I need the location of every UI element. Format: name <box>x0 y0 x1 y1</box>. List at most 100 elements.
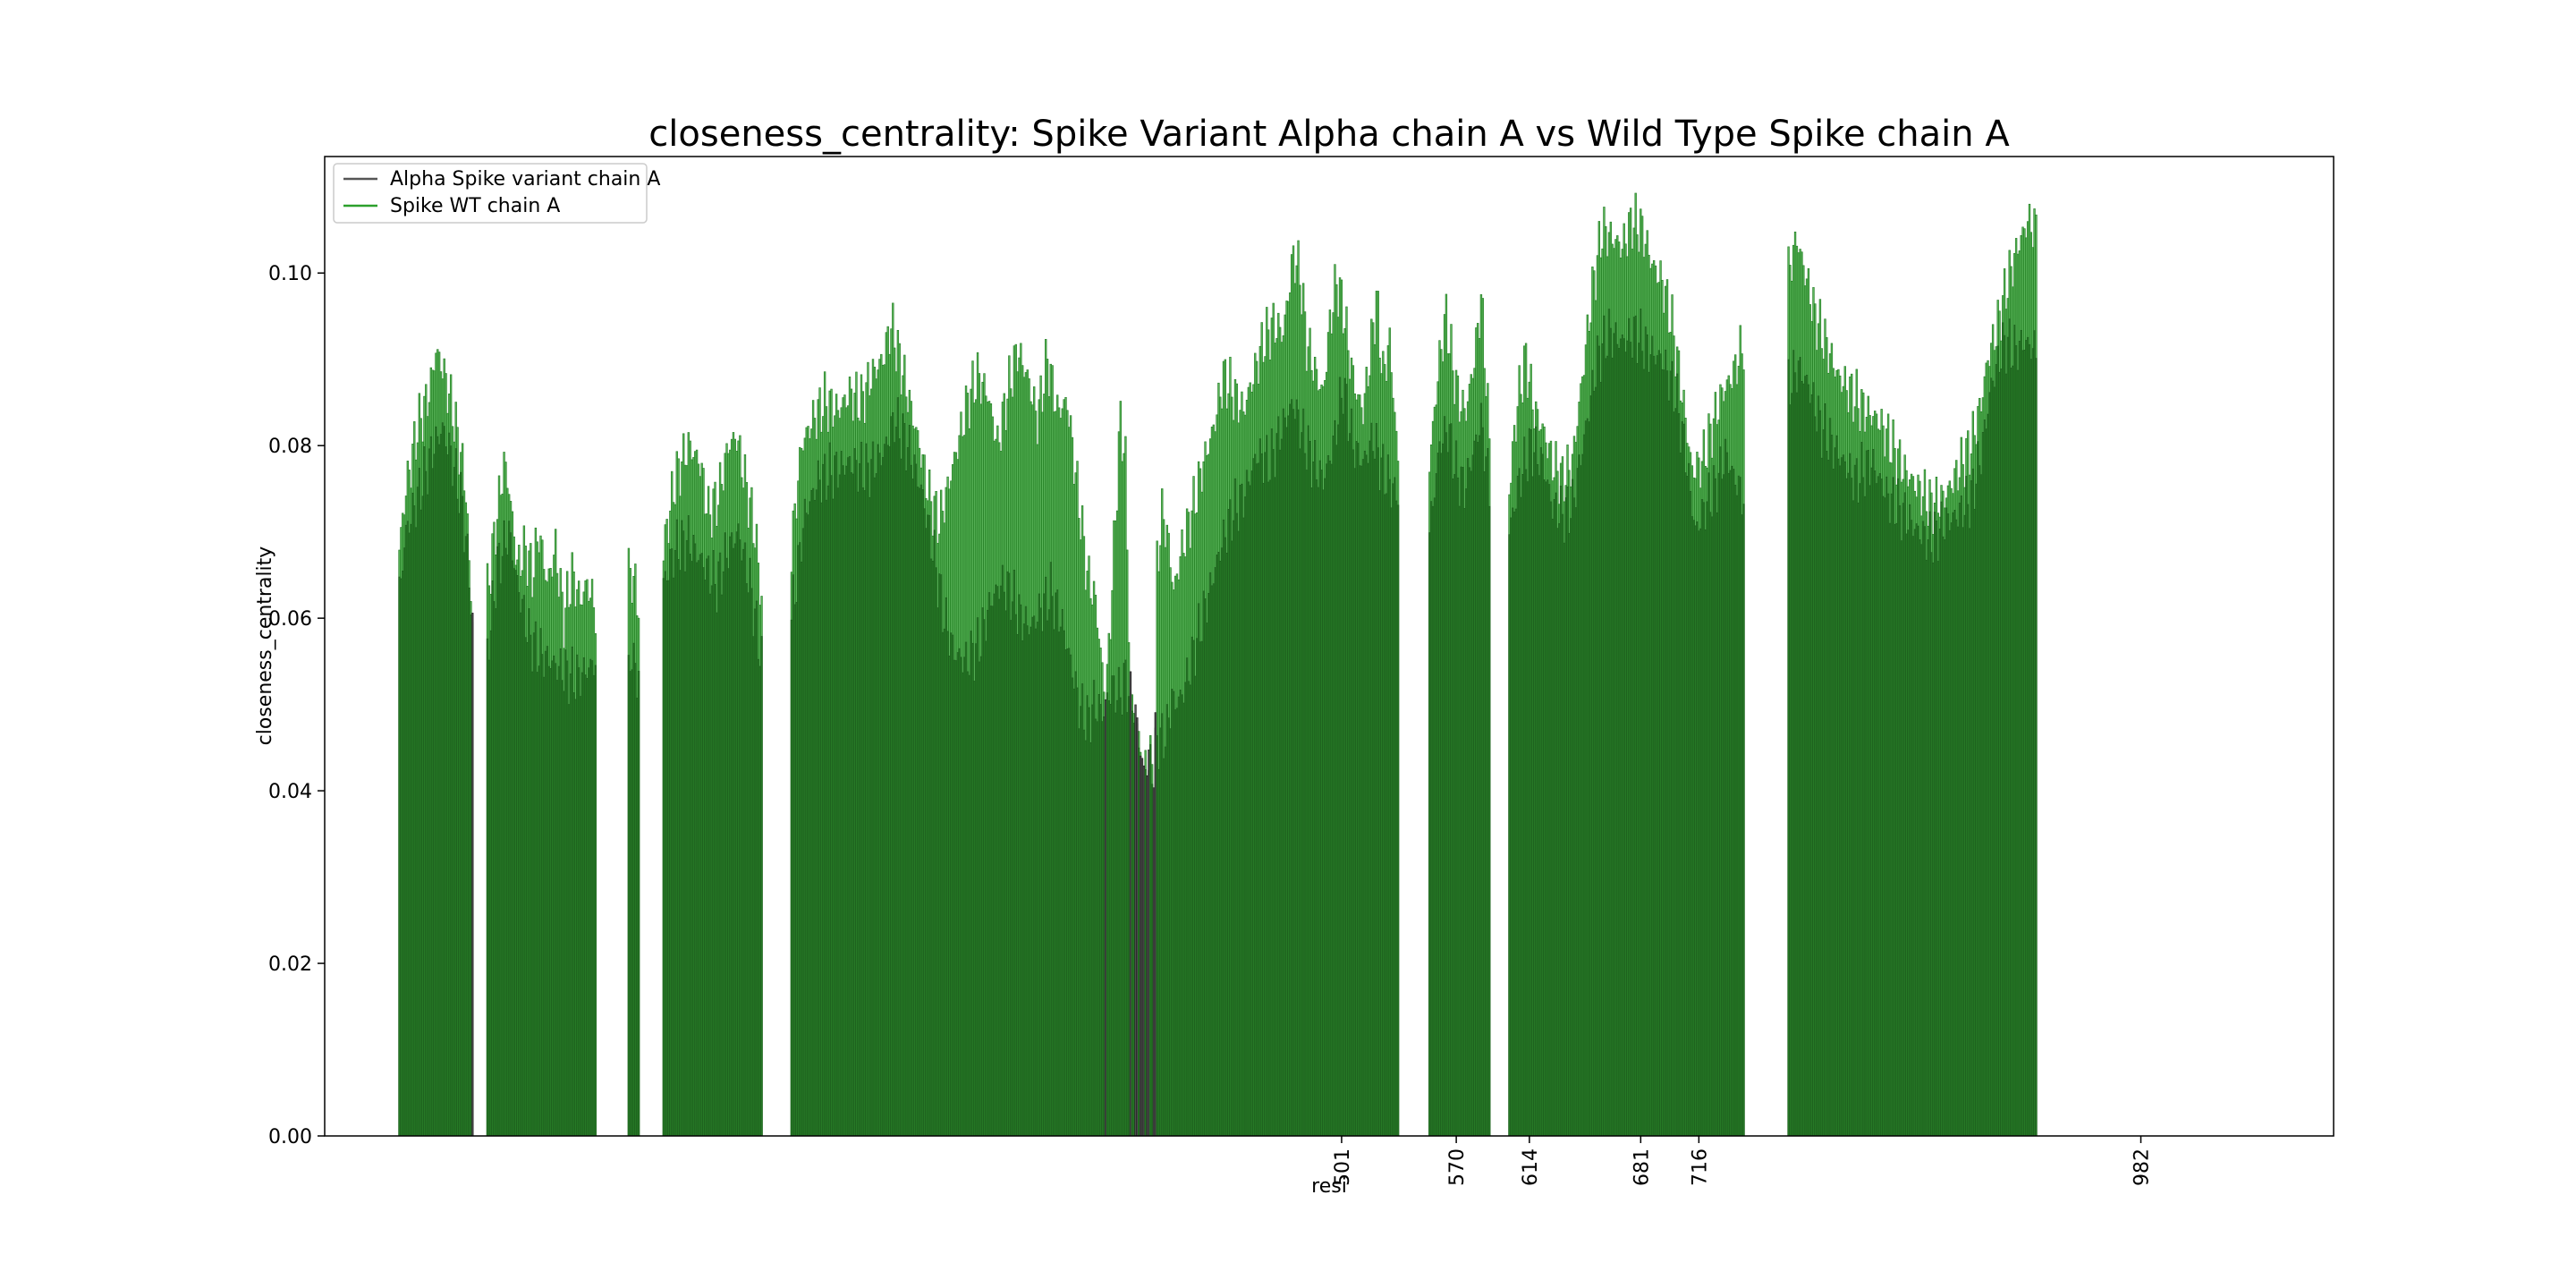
alpha-bar <box>491 580 494 1137</box>
alpha-bar <box>1971 468 1974 1137</box>
alpha-bar <box>1338 377 1342 1137</box>
alpha-bar <box>1920 544 1923 1137</box>
alpha-bar <box>1396 504 1400 1137</box>
alpha-bar <box>516 575 519 1137</box>
alpha-bar <box>2013 325 2016 1137</box>
alpha-bar <box>1795 392 1799 1137</box>
alpha-bar <box>1673 411 1675 1137</box>
alpha-bar <box>1733 469 1735 1137</box>
alpha-bar <box>1368 440 1371 1137</box>
alpha-bar <box>1621 335 1624 1137</box>
alpha-bar <box>634 663 637 1137</box>
alpha-bar <box>1194 675 1197 1137</box>
alpha-bar <box>1367 462 1369 1137</box>
alpha-bar <box>1576 468 1579 1137</box>
alpha-bar <box>948 656 951 1137</box>
alpha-bar <box>1967 504 1970 1137</box>
alpha-bar <box>1039 607 1042 1137</box>
alpha-bar <box>1698 530 1700 1137</box>
alpha-bar <box>1735 495 1739 1137</box>
alpha-bar <box>1799 357 1801 1137</box>
alpha-bar <box>1812 382 1815 1137</box>
alpha-bar <box>2035 358 2038 1137</box>
alpha-bar <box>1470 470 1472 1137</box>
alpha-bar <box>1463 508 1466 1137</box>
alpha-bar <box>1962 527 1964 1137</box>
alpha-bar <box>1187 681 1191 1137</box>
alpha-bar <box>1669 370 1672 1137</box>
alpha-bar <box>1196 638 1199 1137</box>
alpha-bar <box>873 477 877 1137</box>
x-axis: 501 570 614 681 716 982 <box>1332 1136 2154 1186</box>
alpha-bar <box>1392 483 1394 1137</box>
alpha-bar <box>563 691 565 1137</box>
alpha-bar <box>1436 453 1439 1137</box>
alpha-bar <box>1293 419 1297 1137</box>
alpha-bar <box>1324 478 1326 1137</box>
alpha-bar <box>1842 454 1845 1137</box>
alpha-bar <box>1890 493 1893 1137</box>
alpha-bar <box>1900 540 1903 1137</box>
alpha-bar <box>996 586 999 1137</box>
alpha-bar <box>1549 501 1553 1137</box>
alpha-bar <box>845 465 848 1137</box>
alpha-bar <box>1546 479 1549 1137</box>
alpha-bar <box>1266 435 1268 1137</box>
alpha-bar <box>1310 487 1313 1137</box>
alpha-bar <box>1456 477 1460 1137</box>
alpha-bar <box>1450 423 1453 1137</box>
alpha-bar <box>1388 479 1391 1137</box>
alpha-bar <box>1082 729 1086 1137</box>
alpha-bar <box>586 678 589 1137</box>
alpha-bar <box>1898 505 1902 1137</box>
alpha-bar <box>1309 441 1311 1137</box>
alpha-bar <box>536 672 538 1137</box>
alpha-bar <box>900 458 902 1137</box>
alpha-bar <box>669 548 672 1137</box>
alpha-bar <box>439 434 443 1137</box>
alpha-bar <box>1046 620 1049 1137</box>
alpha-bar <box>461 496 464 1137</box>
alpha-bar <box>1359 465 1361 1137</box>
alpha-bar <box>1114 712 1117 1137</box>
alpha-bar <box>1267 481 1270 1137</box>
alpha-bar <box>869 459 873 1137</box>
alpha-bar <box>840 451 843 1137</box>
alpha-bar <box>1741 514 1743 1137</box>
alpha-bar <box>1944 539 1946 1137</box>
alpha-bar <box>928 514 931 1137</box>
alpha-bar <box>1353 468 1356 1137</box>
alpha-bar <box>1609 327 1613 1137</box>
alpha-bar <box>449 445 453 1137</box>
alpha-bar <box>1536 463 1539 1137</box>
alpha-bar <box>524 637 527 1137</box>
alpha-bar <box>1326 454 1330 1137</box>
alpha-bar <box>398 576 401 1137</box>
alpha-bar <box>1619 338 1623 1137</box>
alpha-bar <box>708 593 712 1137</box>
alpha-bar <box>1692 520 1695 1137</box>
alpha-bar <box>894 427 898 1137</box>
alpha-bar <box>1066 648 1069 1137</box>
alpha-bar <box>710 585 713 1137</box>
alpha-bar <box>956 652 959 1137</box>
alpha-bar <box>828 442 831 1137</box>
alpha-bar <box>985 640 987 1137</box>
alpha-bar <box>501 555 504 1137</box>
alpha-bar <box>1717 472 1720 1137</box>
alpha-bar <box>1591 369 1594 1137</box>
alpha-bar <box>1987 413 1989 1137</box>
alpha-bar <box>2002 322 2004 1137</box>
alpha-bar <box>1142 765 1145 1137</box>
alpha-bar <box>807 514 809 1137</box>
alpha-bar <box>1252 458 1255 1137</box>
alpha-bar <box>1667 400 1671 1137</box>
alpha-bar <box>1285 427 1288 1137</box>
alpha-bar <box>1131 710 1133 1137</box>
alpha-bar <box>414 527 418 1137</box>
alpha-bar <box>1837 458 1840 1137</box>
alpha-bar <box>1814 416 1817 1137</box>
alpha-bar <box>1041 631 1044 1137</box>
alpha-bar <box>1903 492 1906 1137</box>
alpha-bar <box>793 604 796 1137</box>
